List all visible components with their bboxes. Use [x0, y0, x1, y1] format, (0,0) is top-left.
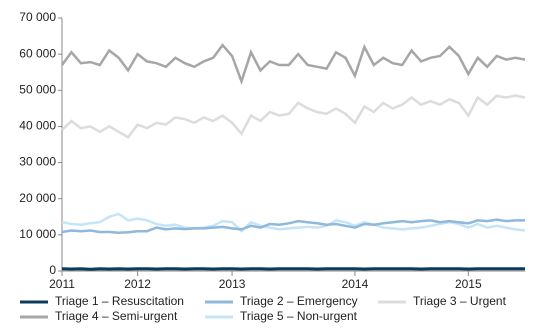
legend-label: Triage 5 – Non-urgent — [240, 309, 358, 323]
x-tick-label: 2013 — [219, 277, 246, 291]
x-tick-label: 2012 — [124, 277, 151, 291]
x-tick-label: 2015 — [455, 277, 482, 291]
y-tick-label: 60 000 — [19, 46, 56, 60]
y-tick-label: 50 000 — [19, 82, 56, 96]
legend-label: Triage 2 – Emergency — [240, 294, 358, 308]
legend-label: Triage 4 – Semi-urgent — [55, 309, 178, 323]
legend-label: Triage 1 – Resuscitation — [55, 294, 184, 308]
y-tick-label: 70 000 — [19, 10, 56, 24]
y-tick-label: 20 000 — [19, 191, 56, 205]
y-tick-label: 30 000 — [19, 155, 56, 169]
series-line — [61, 218, 525, 234]
series-line — [60, 43, 526, 86]
series-line — [61, 94, 526, 139]
x-tick-label: 2014 — [342, 277, 369, 291]
series-line — [61, 267, 526, 271]
y-tick-label: 0 — [49, 263, 56, 277]
y-tick-label: 10 000 — [19, 227, 56, 241]
y-tick-label: 40 000 — [19, 119, 56, 133]
legend-label: Triage 3 – Urgent — [413, 294, 507, 308]
x-tick-label: 2011 — [49, 277, 75, 291]
